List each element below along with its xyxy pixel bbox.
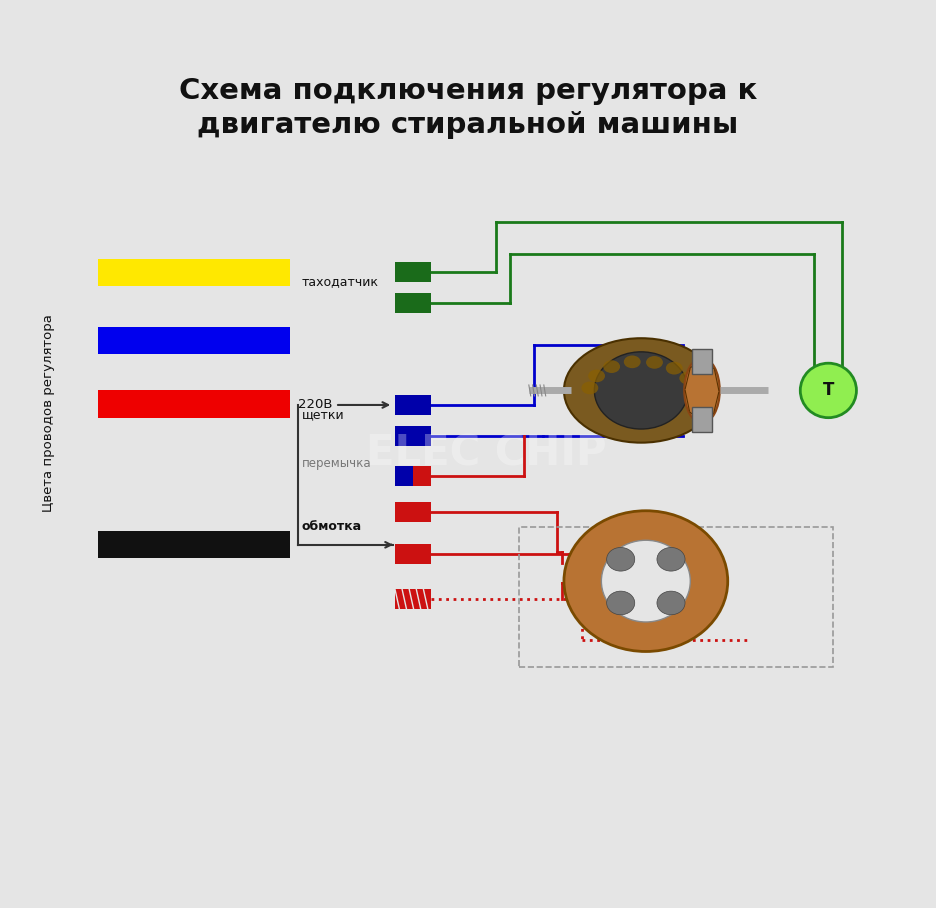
Ellipse shape bbox=[680, 371, 696, 384]
Bar bbox=[98, 259, 290, 286]
Bar bbox=[692, 407, 712, 432]
Bar bbox=[395, 293, 431, 313]
Ellipse shape bbox=[594, 351, 688, 429]
Ellipse shape bbox=[607, 591, 635, 615]
Text: ELEC CHIP: ELEC CHIP bbox=[366, 433, 607, 475]
Bar bbox=[413, 466, 431, 486]
Ellipse shape bbox=[657, 591, 685, 615]
Bar bbox=[395, 502, 431, 522]
Ellipse shape bbox=[601, 540, 691, 622]
Bar bbox=[98, 531, 290, 558]
Ellipse shape bbox=[581, 381, 598, 394]
Bar bbox=[692, 349, 712, 374]
Text: щетки: щетки bbox=[301, 409, 344, 421]
Text: перемычка: перемычка bbox=[301, 457, 371, 469]
Text: Схема подключения регулятора к: Схема подключения регулятора к bbox=[179, 77, 757, 104]
Text: Т: Т bbox=[823, 381, 834, 400]
Ellipse shape bbox=[563, 338, 719, 443]
Text: таходатчик: таходатчик bbox=[301, 275, 378, 288]
Circle shape bbox=[800, 363, 856, 418]
Bar bbox=[98, 390, 290, 418]
Text: Цвета проводов регулятора: Цвета проводов регулятора bbox=[42, 314, 55, 512]
Text: двигателю стиральной машины: двигателю стиральной машины bbox=[197, 112, 739, 139]
Text: обмотка: обмотка bbox=[301, 520, 361, 533]
Ellipse shape bbox=[623, 355, 640, 368]
Ellipse shape bbox=[657, 548, 685, 571]
Ellipse shape bbox=[665, 361, 682, 374]
Ellipse shape bbox=[563, 510, 728, 652]
Bar bbox=[395, 426, 431, 446]
Ellipse shape bbox=[607, 548, 635, 571]
Bar bbox=[395, 544, 431, 564]
Bar bbox=[395, 395, 431, 415]
Ellipse shape bbox=[646, 356, 663, 369]
Ellipse shape bbox=[603, 360, 620, 373]
Bar bbox=[519, 527, 833, 667]
Bar bbox=[395, 466, 413, 486]
Bar bbox=[395, 589, 431, 609]
Ellipse shape bbox=[684, 384, 701, 397]
Bar bbox=[98, 327, 290, 354]
Text: 220В: 220В bbox=[298, 399, 332, 411]
Bar bbox=[395, 262, 431, 282]
Ellipse shape bbox=[588, 370, 605, 382]
Ellipse shape bbox=[684, 358, 720, 423]
